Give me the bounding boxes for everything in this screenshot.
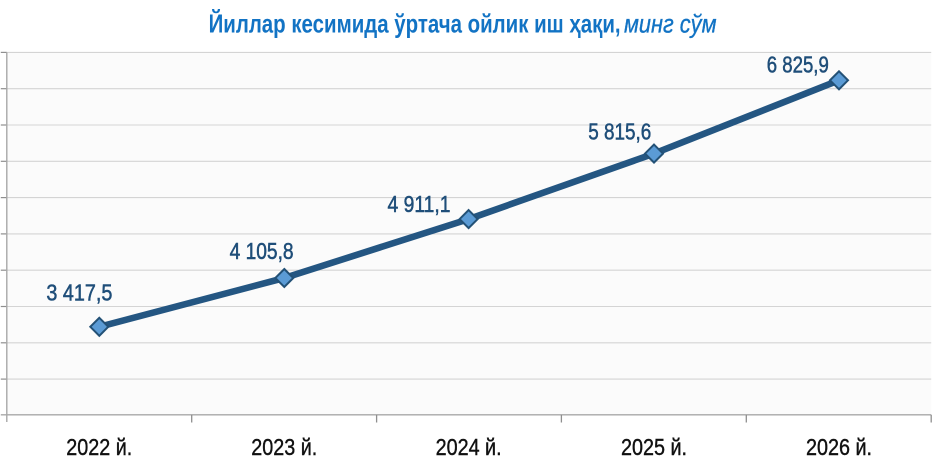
svg-text:3 417,5: 3 417,5 [46,280,112,306]
svg-text:2025 й.: 2025 й. [621,434,687,460]
svg-text:2024 й.: 2024 й. [436,434,502,460]
svg-text:4 911,1: 4 911,1 [388,191,451,217]
svg-text:4 105,8: 4 105,8 [230,238,294,264]
svg-text:минг сўм: минг сўм [624,8,717,38]
svg-text:2023 й.: 2023 й. [251,434,317,460]
svg-text:5 815,6: 5 815,6 [588,119,651,145]
svg-text:6 825,9: 6 825,9 [767,52,829,78]
svg-text:2022 й.: 2022 й. [66,434,132,460]
svg-text:Йиллар кесимида ўртача ойлик и: Йиллар кесимида ўртача ойлик иш ҳақи, [209,8,621,38]
svg-text:2026 й.: 2026 й. [806,434,872,460]
